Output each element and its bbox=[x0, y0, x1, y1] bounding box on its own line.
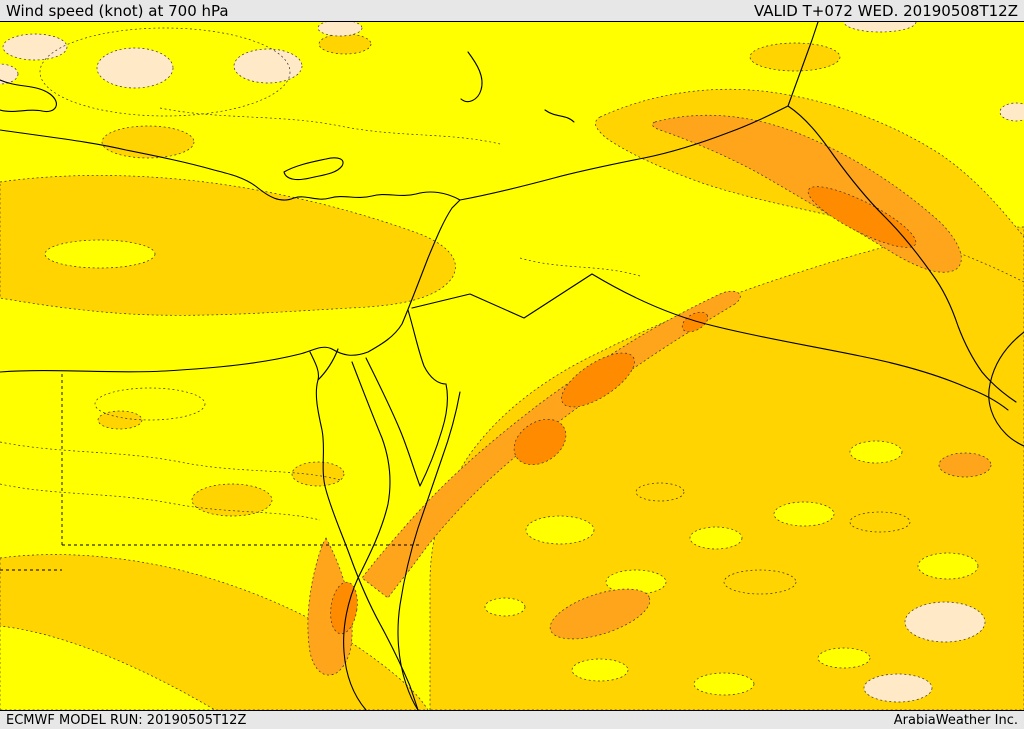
cream-patch bbox=[863, 673, 933, 703]
yellow-hole bbox=[817, 647, 871, 669]
gold-patch bbox=[97, 410, 143, 430]
cream-patch bbox=[904, 601, 986, 643]
footer-bar: ECMWF MODEL RUN: 20190505T12Z ArabiaWeat… bbox=[0, 710, 1024, 729]
nile-delta-branch bbox=[317, 348, 339, 381]
yellow-hole bbox=[44, 239, 156, 269]
contour-ring bbox=[94, 387, 206, 421]
contour-band-deep-orange bbox=[330, 186, 917, 635]
gold-patch bbox=[101, 125, 195, 159]
map-title: Wind speed (knot) at 700 hPa bbox=[6, 1, 229, 20]
cream-patch bbox=[233, 48, 303, 84]
contour-line bbox=[519, 257, 641, 277]
island-cyprus bbox=[283, 157, 344, 181]
coastline-persian-gulf bbox=[988, 331, 1024, 447]
coastline-sinai bbox=[365, 357, 448, 487]
coastline-egypt-red-sea bbox=[343, 361, 391, 710]
yellow-corner-wedge bbox=[0, 625, 216, 710]
gold-patch bbox=[318, 33, 372, 55]
river-turkey bbox=[544, 109, 575, 123]
yellow-hole bbox=[693, 672, 755, 696]
gold-patch bbox=[291, 461, 345, 487]
contour-line bbox=[159, 107, 501, 145]
country-border-lines bbox=[0, 22, 1024, 710]
map-canvas bbox=[0, 22, 1024, 710]
cream-patch bbox=[317, 22, 363, 37]
model-run-label: ECMWF MODEL RUN: 20190505T12Z bbox=[6, 712, 247, 728]
dashed-border-lines bbox=[0, 374, 420, 571]
yellow-hole bbox=[689, 526, 743, 550]
border-turkey-inland bbox=[0, 79, 57, 113]
brand-label: ArabiaWeather Inc. bbox=[893, 712, 1018, 728]
contour-line bbox=[0, 441, 341, 481]
contour-line bbox=[0, 483, 321, 521]
contour-band-cream bbox=[0, 22, 1024, 703]
contour-band-gold bbox=[0, 33, 1024, 710]
coastline-saudi-red-sea bbox=[397, 391, 461, 710]
river-nile bbox=[309, 351, 419, 710]
extra-contour-lines bbox=[0, 27, 911, 595]
cream-patch bbox=[0, 63, 19, 85]
contour-ring bbox=[39, 27, 291, 117]
cream-patch bbox=[843, 22, 917, 33]
deep-orange-core bbox=[807, 186, 917, 248]
header-bar: Wind speed (knot) at 700 hPa VALID T+072… bbox=[0, 0, 1024, 22]
deep-orange-core bbox=[330, 581, 358, 635]
gold-patch bbox=[749, 42, 841, 72]
weather-map-svg bbox=[0, 22, 1024, 710]
deep-orange-core bbox=[561, 352, 635, 408]
orange-patch bbox=[938, 452, 992, 478]
border-turkey-northeast bbox=[787, 22, 819, 107]
yellow-hole bbox=[849, 440, 903, 464]
contour-ring bbox=[723, 569, 797, 595]
border-iraq-saudi bbox=[591, 273, 1009, 411]
contour-ring bbox=[635, 482, 685, 502]
border-jordan-iraq-zigzag bbox=[411, 273, 593, 319]
yellow-hole bbox=[484, 597, 526, 617]
gold-patch bbox=[191, 483, 273, 517]
cream-patch bbox=[2, 33, 68, 61]
gold-region-upper-left-band bbox=[0, 175, 456, 316]
lake-turkey bbox=[460, 51, 483, 103]
yellow-hole bbox=[605, 569, 667, 595]
yellow-hole bbox=[773, 501, 835, 527]
valid-time-label: VALID T+072 WED. 20190508T12Z bbox=[753, 1, 1018, 20]
orange-patch bbox=[549, 588, 651, 640]
yellow-hole bbox=[525, 515, 595, 545]
deep-orange-core bbox=[681, 311, 709, 333]
yellow-hole bbox=[571, 658, 629, 682]
contour-ring bbox=[849, 511, 911, 533]
cream-patch bbox=[999, 102, 1024, 122]
deep-orange-core bbox=[513, 418, 567, 466]
border-jordan-valley bbox=[407, 309, 447, 385]
cream-patch bbox=[96, 47, 174, 89]
border-turkey-syria-iran bbox=[459, 105, 1017, 403]
yellow-hole bbox=[917, 552, 979, 580]
